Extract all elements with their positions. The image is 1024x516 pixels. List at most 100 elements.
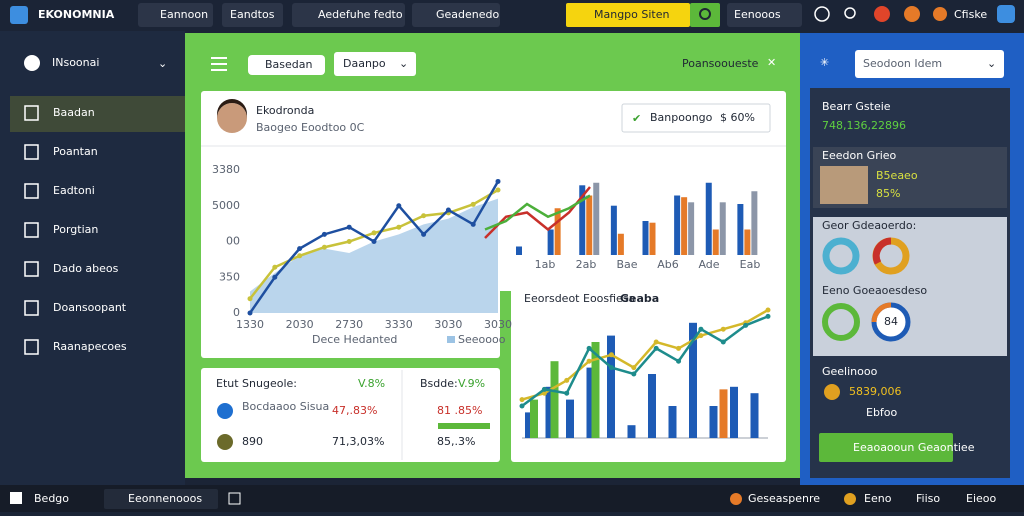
menu-item[interactable]: Poantan xyxy=(53,145,98,158)
tab[interactable] xyxy=(292,3,405,27)
layout-icon[interactable] xyxy=(228,492,241,505)
area xyxy=(250,198,498,313)
x-tick-label: 1330 xyxy=(236,318,264,331)
menu-item[interactable]: Porgtian xyxy=(53,223,98,236)
card-name: B5eaeo xyxy=(876,169,918,182)
legend-dot xyxy=(217,434,233,450)
y-tick-label: 350 xyxy=(219,270,240,283)
point xyxy=(608,352,614,358)
action-button[interactable] xyxy=(819,433,953,462)
card-value: 748,136,22896 xyxy=(822,119,906,132)
search-box[interactable] xyxy=(566,3,690,27)
brand: EKONOMNIA xyxy=(38,8,115,21)
status-icon xyxy=(730,493,742,505)
settings-icon xyxy=(24,55,40,71)
profile-icon[interactable] xyxy=(997,5,1015,23)
bar xyxy=(730,386,738,438)
dropdown[interactable] xyxy=(334,52,416,76)
bar xyxy=(689,322,697,438)
tab[interactable] xyxy=(138,3,213,27)
tab[interactable] xyxy=(222,3,283,27)
point xyxy=(698,326,704,332)
x-tick-label: Bae xyxy=(616,258,637,271)
point xyxy=(608,365,614,371)
donut xyxy=(822,303,860,341)
dropdown-label: Basedan xyxy=(265,58,313,71)
status-item[interactable]: Eeno xyxy=(864,492,892,505)
bar xyxy=(579,185,586,255)
donut-segment xyxy=(872,237,892,265)
point xyxy=(519,403,525,409)
active-item-bg xyxy=(10,96,185,132)
card-title: Eeno Goeaoesdeso xyxy=(822,284,927,297)
card-value: 5839,006 xyxy=(849,385,902,398)
card-title: Geelinooo xyxy=(822,365,878,378)
bar xyxy=(586,367,595,438)
status-left: Bedgo xyxy=(34,492,69,505)
x-tick-label: Eab xyxy=(740,258,761,271)
bar xyxy=(530,399,538,438)
check-icon: ✔ xyxy=(632,112,641,125)
menu-item[interactable]: Dado abeos xyxy=(53,262,119,275)
menu-icon[interactable] xyxy=(211,57,227,59)
avatar-small[interactable] xyxy=(933,7,947,21)
bar xyxy=(709,406,718,438)
panel-search-placeholder: Seodoon Idem xyxy=(863,57,942,70)
menu-item[interactable]: Doansoopant xyxy=(53,301,127,314)
card-sub: Ebfoo xyxy=(866,406,898,419)
bar xyxy=(648,374,656,438)
point xyxy=(653,339,659,345)
bar xyxy=(516,246,522,255)
x-tick-label: Ab6 xyxy=(657,258,679,271)
user-menu-label: Eenooos xyxy=(734,8,781,21)
point xyxy=(564,377,570,383)
bar xyxy=(610,205,617,255)
card-image xyxy=(820,166,868,204)
donut xyxy=(822,237,860,275)
search-placeholder: Mangpo Siten xyxy=(594,8,670,21)
avatar-hair xyxy=(217,99,247,118)
point xyxy=(495,178,501,184)
summary-title: Bsdde: xyxy=(420,377,458,390)
menu-item[interactable]: Baadan xyxy=(53,106,95,119)
search-button[interactable] xyxy=(690,3,720,27)
progress-bar xyxy=(438,423,490,429)
point xyxy=(653,345,659,351)
point xyxy=(321,244,327,250)
menu-item[interactable]: Eadtoni xyxy=(53,184,95,197)
x-axis-label: Dece Hedanted xyxy=(312,333,397,346)
x-tick-label: 3030 xyxy=(484,318,512,331)
button-label: Eeaoaooun Geaontiee xyxy=(853,441,975,454)
status-item[interactable]: Eieoo xyxy=(966,492,997,505)
panel-search[interactable] xyxy=(855,50,1004,78)
x-tick-label: 3030 xyxy=(434,318,462,331)
status-item[interactable]: Geseaspenre xyxy=(748,492,820,505)
status-item[interactable]: Fiiso xyxy=(916,492,940,505)
combo-chart-card xyxy=(511,200,786,462)
row-value: 71,3,03% xyxy=(332,435,384,448)
clock-icon[interactable] xyxy=(814,6,830,22)
combo-chart xyxy=(519,307,771,439)
menu-item[interactable]: Raanapecoes xyxy=(53,340,127,353)
donut-value: 84 xyxy=(884,315,898,328)
toolbar-action[interactable]: Poansooueste xyxy=(682,57,759,70)
dropdown[interactable] xyxy=(248,55,325,75)
x-tick-label: 2730 xyxy=(335,318,363,331)
avatar[interactable] xyxy=(904,6,920,22)
menu-icon xyxy=(24,105,39,121)
point xyxy=(541,390,547,396)
x-tick-label: Ade xyxy=(698,258,719,271)
user-menu[interactable] xyxy=(727,3,802,27)
tab[interactable] xyxy=(412,3,500,27)
point xyxy=(396,224,402,230)
tab-label: Eannoon xyxy=(160,8,208,21)
point xyxy=(720,326,726,332)
status-field[interactable] xyxy=(104,489,218,509)
close-button[interactable]: ✕ xyxy=(767,56,776,69)
search-icon[interactable] xyxy=(844,7,856,19)
notification-icon[interactable] xyxy=(874,6,890,22)
menu-icon xyxy=(24,261,39,277)
menu-icon-line xyxy=(211,63,227,65)
